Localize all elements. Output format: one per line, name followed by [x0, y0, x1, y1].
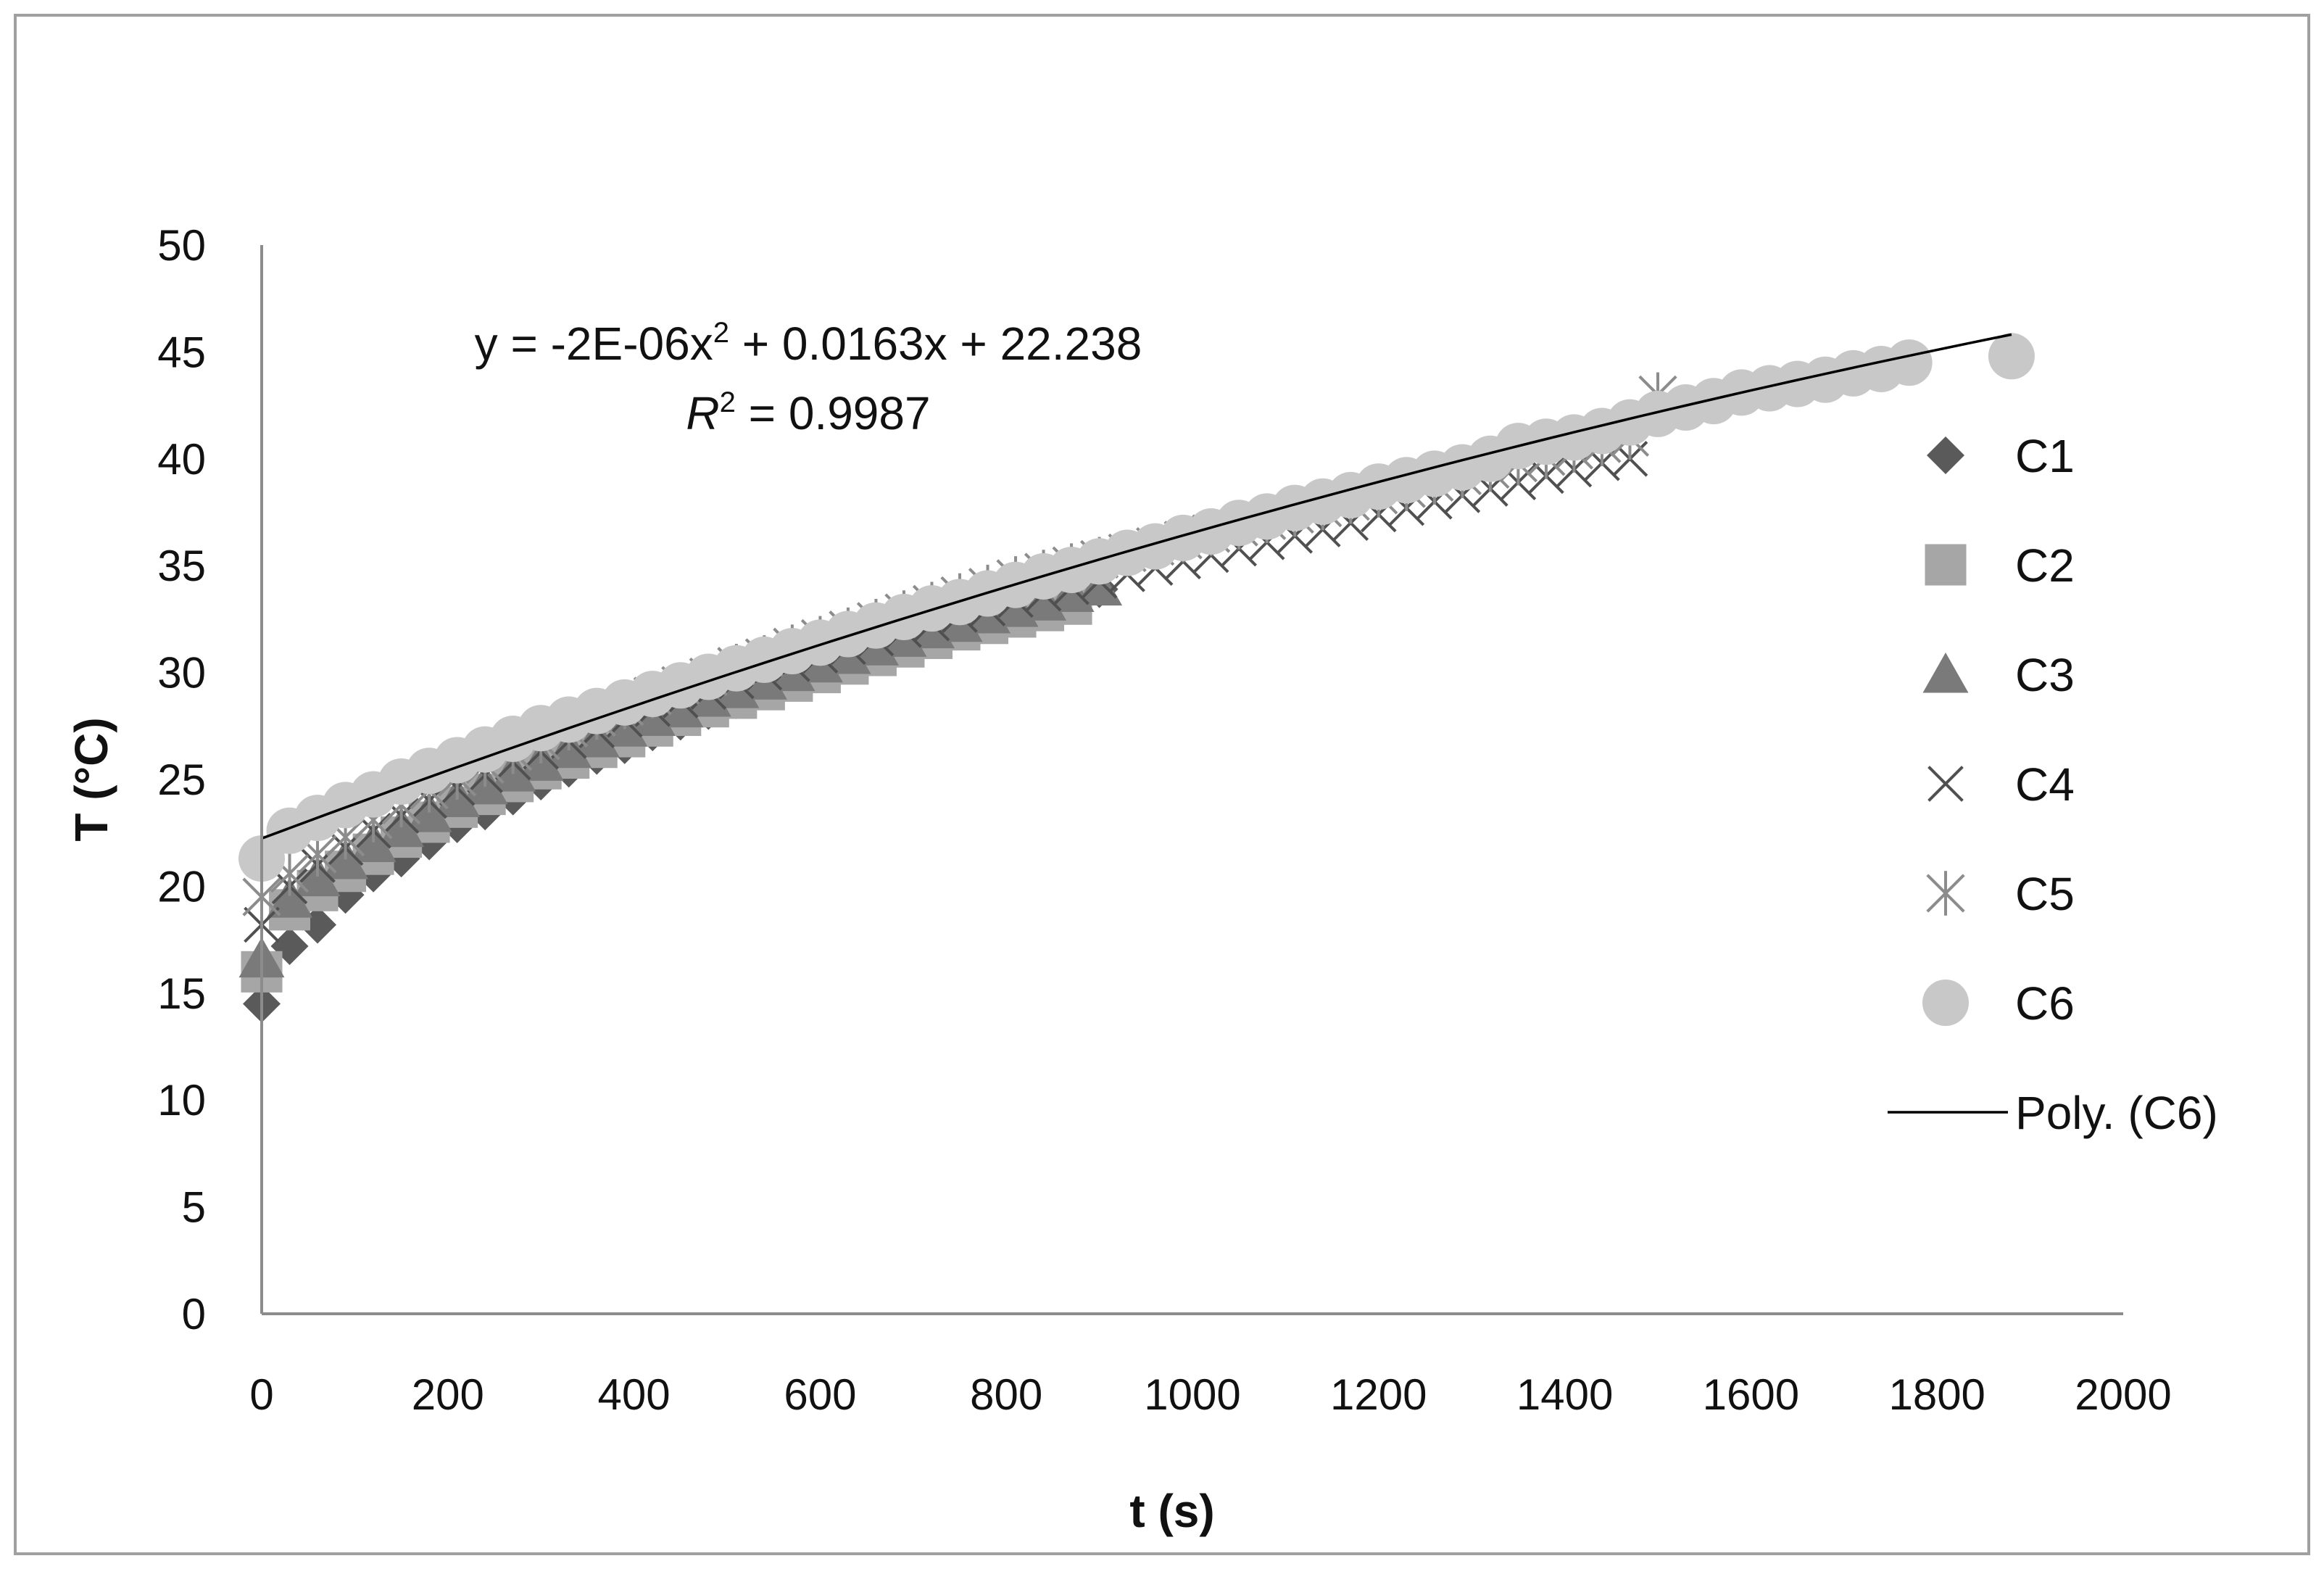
legend-item-c2: C2 — [1925, 539, 2075, 592]
equation-suffix: + 0.0163x + 22.238 — [729, 318, 1142, 370]
y-tick-label: 35 — [157, 542, 206, 590]
data-point-c6 — [1988, 333, 2035, 380]
y-tick-label: 50 — [157, 221, 206, 270]
y-axis-title: T (°C) — [65, 717, 117, 841]
x-tick-label: 2000 — [2075, 1370, 2171, 1419]
x-tick-label: 400 — [598, 1370, 671, 1419]
legend-label-c2: C2 — [2015, 539, 2075, 592]
equation-exponent: 2 — [713, 317, 729, 349]
legend-marker-c4 — [1927, 766, 1964, 802]
x-tick-label: 800 — [970, 1370, 1042, 1419]
x-tick-label: 200 — [412, 1370, 484, 1419]
r-squared-text: R2 = 0.9987 — [686, 386, 930, 439]
x-tick-label: 0 — [249, 1370, 273, 1419]
legend-marker-c2 — [1925, 544, 1967, 586]
legend-item-c1: C1 — [1927, 430, 2075, 482]
legend-marker-c3 — [1922, 653, 1969, 693]
x-tick-label: 1600 — [1703, 1370, 1799, 1419]
legend-item-c4: C4 — [1927, 758, 2075, 811]
legend-item-c5: C5 — [1926, 868, 2075, 920]
y-tick-label: 20 — [157, 862, 206, 911]
legend-label-c4: C4 — [2015, 758, 2075, 811]
legend-label-trendline: Poly. (C6) — [2015, 1087, 2218, 1139]
y-tick-labels: 0 5 10 15 20 25 30 35 40 45 50 — [157, 221, 206, 1338]
x-tick-label: 600 — [784, 1370, 856, 1419]
legend-label-c6: C6 — [2015, 977, 2075, 1030]
x-tick-label: 1000 — [1144, 1370, 1240, 1419]
y-tick-label: 30 — [157, 649, 206, 697]
y-tick-label: 15 — [157, 969, 206, 1018]
legend-item-c3: C3 — [1922, 649, 2075, 701]
plot-area — [238, 333, 2035, 1023]
y-tick-label: 45 — [157, 328, 206, 376]
y-tick-label: 10 — [157, 1076, 206, 1125]
trendline-poly-c6 — [261, 333, 2012, 840]
r-squared-symbol: R — [686, 387, 719, 439]
x-tick-labels: 0 200 400 600 800 1000 1200 1400 1600 1800 2000 — [249, 1370, 2171, 1419]
y-tick-label: 25 — [157, 755, 206, 804]
r-squared-value: = 0.9987 — [736, 387, 931, 439]
x-tick-label: 1400 — [1516, 1370, 1613, 1419]
trendline-equation: y = -2E-06x2 + 0.0163x + 22.238 R2 = 0.9… — [475, 317, 1142, 439]
legend-marker-c6 — [1922, 980, 1969, 1026]
data-point-c3 — [1076, 565, 1123, 606]
x-axis-title: t (s) — [1129, 1485, 1214, 1537]
x-tick-label: 1800 — [1888, 1370, 1985, 1419]
legend-marker-c5 — [1926, 871, 1965, 916]
data-point-c6 — [1885, 339, 1933, 386]
y-tick-label: 40 — [157, 435, 206, 484]
equation-text: y = -2E-06x2 + 0.0163x + 22.238 — [475, 317, 1142, 370]
legend-label-c3: C3 — [2015, 649, 2075, 701]
legend-item-trendline: Poly. (C6) — [1888, 1087, 2218, 1139]
equation-prefix: y = -2E-06x — [475, 318, 713, 370]
y-tick-label: 0 — [182, 1290, 206, 1338]
axes — [260, 245, 2123, 1315]
y-tick-label: 5 — [182, 1183, 206, 1232]
legend: C1 C2 C3 C4 C5 C6 Poly. (C6) — [1888, 430, 2218, 1139]
r-squared-exponent: 2 — [720, 386, 736, 418]
x-tick-label: 1200 — [1330, 1370, 1427, 1419]
legend-marker-c1 — [1927, 436, 1964, 474]
legend-label-c1: C1 — [2015, 430, 2075, 482]
legend-item-c6: C6 — [1922, 977, 2075, 1030]
legend-label-c5: C5 — [2015, 868, 2075, 920]
